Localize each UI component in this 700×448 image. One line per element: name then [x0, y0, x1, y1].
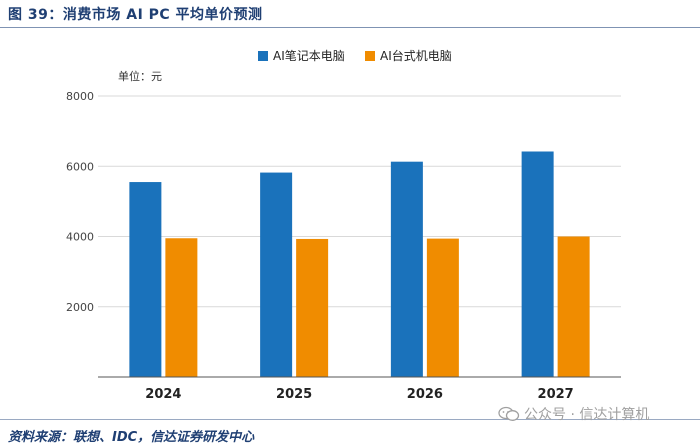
- figure-title: 图 39：消费市场 AI PC 平均单价预测: [8, 7, 263, 23]
- bar-ai-notebook-2026: [390, 161, 423, 377]
- x-tick-label-2025: 2025: [276, 387, 312, 402]
- legend: AI笔记本电脑 AI台式机电脑: [258, 48, 452, 63]
- y-tick-label: 8000: [66, 90, 94, 103]
- bar-ai-notebook-2027: [521, 151, 554, 377]
- unit-label: 单位：元: [118, 69, 162, 83]
- bar-ai-desktop-2025: [296, 238, 329, 377]
- x-tick-label-2026: 2026: [407, 387, 443, 402]
- bar-ai-desktop-2027: [557, 236, 590, 377]
- x-tick-label-2027: 2027: [538, 387, 574, 402]
- y-tick-labels: 2000 4000 6000 8000: [66, 90, 94, 314]
- legend-label-ai-desktop: AI台式机电脑: [380, 48, 452, 63]
- legend-swatch-ai-notebook: [258, 51, 268, 61]
- bar-ai-notebook-2025: [260, 172, 293, 377]
- y-tick-label: 2000: [66, 301, 94, 314]
- bar-ai-notebook-2024: [129, 182, 162, 377]
- y-tick-label: 6000: [66, 160, 94, 173]
- bar-ai-desktop-2024: [165, 238, 198, 377]
- wechat-icon: [498, 406, 520, 421]
- y-tick-label: 4000: [66, 231, 94, 244]
- watermark: 公众号 · 信达计算机: [498, 404, 649, 424]
- source-note: 资料来源：联想、IDC，信达证券研发中心: [8, 430, 255, 445]
- legend-swatch-ai-desktop: [365, 51, 375, 61]
- bar-ai-desktop-2026: [426, 238, 459, 377]
- x-tick-label-2024: 2024: [145, 387, 181, 402]
- x-tick-labels: 2024 2025 2026 2027: [145, 387, 573, 402]
- title-divider: [0, 27, 700, 28]
- bars: [129, 151, 590, 377]
- footer-divider: [0, 419, 700, 420]
- legend-label-ai-notebook: AI笔记本电脑: [273, 48, 345, 63]
- watermark-text: 公众号 · 信达计算机: [524, 407, 650, 423]
